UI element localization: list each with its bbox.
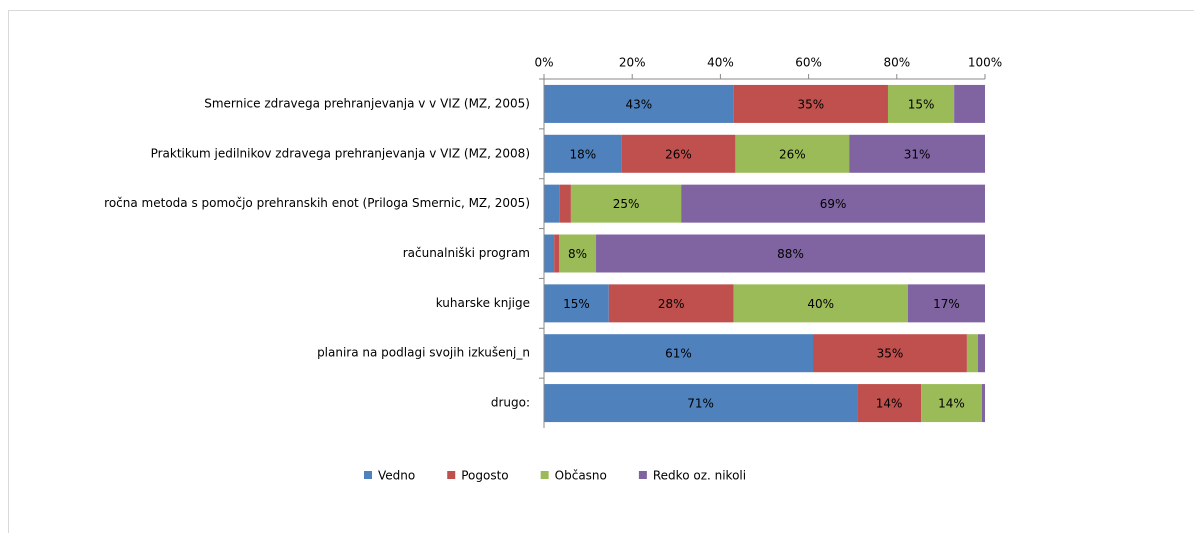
bar-segment [733, 284, 908, 323]
y-tick-label: Praktikum jedilnikov zdravega prehranjev… [151, 146, 530, 160]
data-label: 15% [563, 297, 590, 311]
bar-segment [681, 184, 985, 223]
data-label: 43% [625, 97, 652, 111]
bar-segment [977, 334, 985, 373]
bar-segment [544, 134, 622, 173]
data-label: 88% [777, 247, 804, 261]
data-label: 8% [568, 247, 587, 261]
bar-segment [813, 334, 967, 373]
data-label: 31% [904, 147, 931, 161]
data-label: 14% [938, 397, 965, 411]
bar-segment [954, 84, 985, 123]
legend-swatch [638, 471, 647, 479]
data-label: 71% [687, 397, 714, 411]
legend-label: Občasno [555, 469, 607, 483]
data-label: 35% [797, 97, 824, 111]
y-tick-label: planira na podlagi svojih izkušenj_n [317, 346, 530, 360]
bar-segment [621, 134, 736, 173]
bar-segment [735, 134, 850, 173]
bar-segment [596, 234, 985, 273]
y-tick-label: računalniški program [403, 246, 530, 260]
legend-label: Pogosto [461, 469, 508, 483]
legend-swatch [364, 471, 372, 479]
bar-segment [544, 234, 555, 273]
bar-segment [570, 184, 682, 223]
y-tick-label: drugo: [491, 396, 530, 410]
data-label: 18% [569, 147, 596, 161]
bar-segment [544, 334, 814, 373]
legend-label: Vedno [378, 469, 415, 483]
bar-segment [849, 134, 985, 173]
bar-segment [966, 334, 978, 373]
data-label: 69% [820, 197, 847, 211]
bar-segment [608, 284, 734, 323]
legend-label: Redko oz. nikoli [653, 469, 746, 483]
legend-swatch [540, 471, 549, 479]
y-tick-label: kuharske knjige [436, 296, 530, 310]
bar-segment [558, 234, 597, 273]
x-tick-label: 100% [968, 56, 1002, 70]
data-label: 61% [665, 347, 692, 361]
data-label: 17% [933, 297, 960, 311]
bar-segment [921, 384, 982, 423]
bar-segment [554, 234, 559, 273]
bar-segment [544, 284, 609, 323]
x-tick-label: 80% [883, 56, 910, 70]
bar-segment [559, 184, 571, 223]
data-label: 40% [807, 297, 834, 311]
bar-segment [733, 84, 888, 123]
data-label: 25% [613, 197, 640, 211]
data-label: 28% [658, 297, 685, 311]
x-tick-label: 40% [707, 56, 734, 70]
bar-segment [544, 384, 858, 423]
bar-segment [887, 84, 955, 123]
x-tick-label: 60% [795, 56, 822, 70]
legend-swatch [447, 471, 456, 479]
bar-segment [857, 384, 922, 423]
data-label: 14% [876, 397, 903, 411]
y-tick-label: ročna metoda s pomočjo prehranskih enot … [104, 196, 530, 210]
y-tick-label: Smernice zdravega prehranjevanja v v VIZ… [204, 96, 530, 110]
bar-segment [544, 184, 560, 223]
frame [8, 10, 1194, 533]
data-label: 15% [908, 97, 935, 111]
bar-segment [544, 84, 734, 123]
bar-segment [981, 384, 985, 423]
x-tick-label: 0% [534, 56, 553, 70]
data-label: 26% [779, 147, 806, 161]
x-tick-label: 20% [619, 56, 646, 70]
data-label: 26% [665, 147, 692, 161]
bar-segment [907, 284, 985, 323]
data-label: 35% [877, 347, 904, 361]
